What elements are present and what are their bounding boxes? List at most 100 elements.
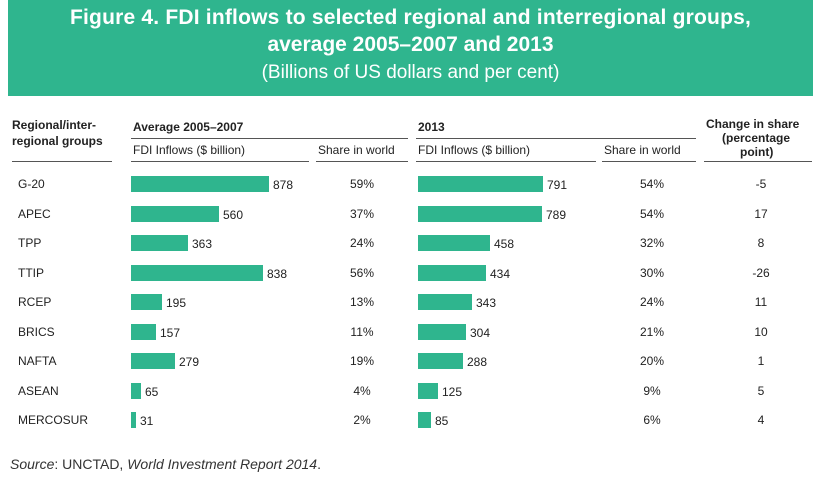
share-2013: 21% bbox=[639, 325, 665, 339]
period2-fdi-rule bbox=[416, 161, 596, 162]
period2-share-rule bbox=[602, 161, 696, 162]
value-label-2013: 434 bbox=[490, 267, 511, 281]
bar-2013 bbox=[418, 412, 431, 428]
change-in-share: 1 bbox=[757, 354, 765, 368]
value-label-2005-2007: 878 bbox=[273, 178, 294, 192]
value-label-2013: 288 bbox=[467, 355, 488, 369]
chart-subtitle: (Billions of US dollars and per cent) bbox=[261, 62, 560, 83]
value-label-2005-2007: 363 bbox=[192, 237, 213, 251]
change-header-line3: point) bbox=[740, 145, 774, 159]
value-label-2013: 85 bbox=[435, 414, 449, 428]
title-banner: Figure 4. FDI inflows to selected region… bbox=[8, 0, 813, 96]
share-2013: 9% bbox=[643, 384, 661, 398]
value-label-2013: 125 bbox=[442, 385, 463, 399]
period1-header: Average 2005–2007 bbox=[133, 120, 244, 134]
chart-title-line1: Figure 4. FDI inflows to selected region… bbox=[69, 6, 752, 29]
period1-share-rule bbox=[316, 161, 408, 162]
bar-2005-2007 bbox=[131, 324, 156, 340]
bar-2005-2007 bbox=[131, 412, 136, 428]
bar-2013 bbox=[418, 383, 438, 399]
category-label: TPP bbox=[18, 236, 42, 250]
value-label-2013: 789 bbox=[546, 208, 567, 222]
period1-rule bbox=[131, 138, 408, 139]
period1-fdi-rule bbox=[131, 161, 309, 162]
change-in-share: -5 bbox=[755, 177, 767, 191]
bar-2005-2007 bbox=[131, 206, 219, 222]
change-in-share: 11 bbox=[754, 295, 768, 309]
share-2005-2007: 2% bbox=[353, 413, 371, 427]
source-prefix: Source bbox=[10, 456, 55, 472]
share-2005-2007: 11% bbox=[350, 325, 374, 339]
source-report: World Investment Report 2014 bbox=[127, 456, 318, 472]
share-2005-2007: 24% bbox=[349, 236, 375, 250]
bar-2005-2007 bbox=[131, 235, 188, 251]
change-header-line1: Change in share bbox=[706, 117, 800, 131]
share-2005-2007: 4% bbox=[353, 384, 371, 398]
share-2005-2007: 13% bbox=[349, 295, 375, 309]
period1-fdi-header: FDI Inflows ($ billion) bbox=[133, 143, 246, 157]
value-label-2013: 791 bbox=[547, 178, 568, 192]
category-label: RCEP bbox=[18, 295, 52, 309]
bar-2013 bbox=[418, 294, 472, 310]
period2-fdi-header: FDI Inflows ($ billion) bbox=[418, 143, 531, 157]
share-2013: 24% bbox=[639, 295, 665, 309]
bar-2013 bbox=[418, 353, 463, 369]
bar-2013 bbox=[418, 206, 542, 222]
bar-2013 bbox=[418, 176, 543, 192]
change-in-share: 17 bbox=[754, 207, 768, 221]
value-label-2005-2007: 65 bbox=[145, 385, 159, 399]
bar-2005-2007 bbox=[131, 383, 141, 399]
bar-2013 bbox=[418, 235, 490, 251]
bar-2005-2007 bbox=[131, 353, 175, 369]
change-in-share: 5 bbox=[757, 384, 765, 398]
category-label: MERCOSUR bbox=[18, 413, 89, 427]
share-2013: 54% bbox=[639, 207, 665, 221]
value-label-2005-2007: 157 bbox=[160, 326, 181, 340]
group-header-line1: Regional/inter- bbox=[12, 118, 97, 132]
period2-rule bbox=[416, 138, 696, 139]
value-label-2013: 458 bbox=[494, 237, 515, 251]
share-2005-2007: 59% bbox=[349, 177, 375, 191]
category-label: G-20 bbox=[18, 177, 45, 191]
share-2005-2007: 56% bbox=[349, 266, 375, 280]
period2-header: 2013 bbox=[418, 120, 445, 134]
value-label-2005-2007: 838 bbox=[267, 267, 288, 281]
group-rule bbox=[12, 161, 112, 162]
change-in-share: -26 bbox=[752, 266, 770, 280]
value-label-2005-2007: 279 bbox=[179, 355, 200, 369]
value-label-2013: 343 bbox=[476, 296, 497, 310]
source-note: Source: UNCTAD, World Investment Report … bbox=[10, 456, 321, 472]
share-2005-2007: 19% bbox=[349, 354, 375, 368]
value-label-2005-2007: 195 bbox=[166, 296, 187, 310]
category-label: NAFTA bbox=[18, 354, 57, 368]
change-in-share: 4 bbox=[757, 413, 765, 427]
category-label: TTIP bbox=[18, 266, 44, 280]
bar-2005-2007 bbox=[131, 294, 162, 310]
share-2013: 30% bbox=[639, 266, 665, 280]
bar-2005-2007 bbox=[131, 265, 263, 281]
source-sep: : UNCTAD, bbox=[54, 456, 128, 472]
period1-share-header: Share in world bbox=[318, 143, 395, 157]
share-2005-2007: 37% bbox=[349, 207, 375, 221]
bar-2013 bbox=[418, 265, 486, 281]
share-2013: 32% bbox=[639, 236, 665, 250]
change-in-share: 8 bbox=[757, 236, 765, 250]
share-2013: 20% bbox=[639, 354, 665, 368]
change-rule bbox=[704, 161, 812, 162]
change-in-share: 10 bbox=[754, 325, 768, 339]
share-2013: 6% bbox=[643, 413, 661, 427]
change-header-line2: (percentage bbox=[722, 131, 791, 145]
source-end: . bbox=[317, 456, 321, 472]
group-header-line2: regional groups bbox=[12, 134, 103, 148]
bar-2013 bbox=[418, 324, 466, 340]
value-label-2005-2007: 31 bbox=[140, 414, 154, 428]
value-label-2013: 304 bbox=[470, 326, 491, 340]
bar-2005-2007 bbox=[131, 176, 269, 192]
category-label: BRICS bbox=[18, 325, 55, 339]
chart-title-line2: average 2005–2007 and 2013 bbox=[267, 33, 554, 56]
value-label-2005-2007: 560 bbox=[223, 208, 244, 222]
category-label: ASEAN bbox=[18, 384, 59, 398]
period2-share-header: Share in world bbox=[604, 143, 681, 157]
share-2013: 54% bbox=[639, 177, 665, 191]
category-label: APEC bbox=[18, 207, 51, 221]
